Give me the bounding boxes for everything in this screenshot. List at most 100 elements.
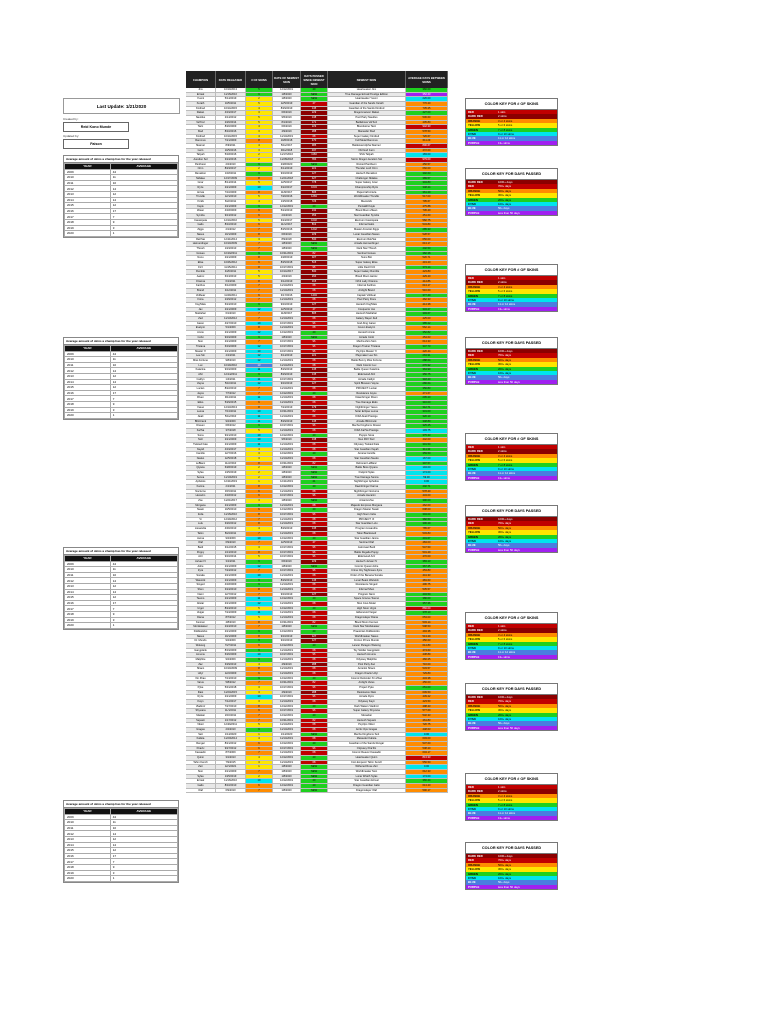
table-cell[interactable]: 11/8/2017: [273, 312, 301, 317]
table-cell[interactable]: Zed: [186, 316, 216, 322]
table-cell[interactable]: 7: [246, 569, 273, 574]
table-cell[interactable]: Kog'Maw: [186, 302, 216, 308]
table-cell[interactable]: 12/12/2019: [273, 779, 301, 785]
table-cell[interactable]: 534.80: [406, 223, 448, 229]
table-cell[interactable]: 4/18/2009: [216, 209, 246, 215]
table-cell[interactable]: 6: [246, 260, 273, 266]
table-cell[interactable]: 82: [301, 410, 328, 416]
table-cell[interactable]: K/DA Kai'Sa Prestige: [328, 429, 406, 434]
table-cell[interactable]: 7: [246, 246, 273, 252]
table-cell[interactable]: Hextech Sejuani: [328, 718, 406, 724]
table-cell[interactable]: 12: [246, 330, 273, 336]
table-cell[interactable]: 10/17/2019: [273, 340, 301, 345]
table-cell[interactable]: 8/22/2013: [216, 387, 246, 392]
table-cell[interactable]: Singed: [186, 583, 216, 588]
table-cell[interactable]: 10/10/2013: [216, 88, 246, 93]
table-cell[interactable]: 167.00: [406, 457, 448, 462]
table-cell[interactable]: 6: [246, 214, 273, 219]
table-cell[interactable]: 229: [301, 559, 328, 565]
table-cell[interactable]: 1404: [301, 293, 328, 299]
table-cell[interactable]: K/DA Akali Prestige: [328, 415, 406, 420]
table-cell[interactable]: 2/21/2009: [216, 503, 246, 509]
table-cell[interactable]: 506.60: [406, 116, 448, 121]
table-cell[interactable]: 4/18/2012: [216, 494, 246, 500]
table-cell[interactable]: 11/14/2019: [273, 700, 301, 705]
table-cell[interactable]: Mecha Zero Sion: [328, 340, 406, 345]
table-cell[interactable]: 320.10: [406, 415, 448, 420]
table-cell[interactable]: PROJECT: Vi: [328, 517, 406, 523]
table-cell[interactable]: 9/16/2019: [273, 592, 301, 598]
table-cell[interactable]: 3/12/2015: [216, 545, 246, 551]
table-cell[interactable]: Vi: [186, 517, 216, 523]
table-cell[interactable]: 2/21/2009: [216, 330, 246, 336]
table-cell[interactable]: 12: [246, 344, 273, 350]
table-cell[interactable]: 2/14/2012: [216, 116, 246, 121]
table-cell[interactable]: 353: [301, 214, 328, 219]
table-cell[interactable]: Nightbringer Aphelios: [328, 480, 406, 486]
table-cell[interactable]: 6/13/2013: [216, 274, 246, 280]
table-cell[interactable]: 578.40: [406, 489, 448, 495]
table-cell[interactable]: 830: [301, 270, 328, 275]
table-cell[interactable]: 11/24/2015: [216, 690, 246, 696]
table-cell[interactable]: Tristana: [186, 344, 216, 350]
table-cell[interactable]: 448.63: [406, 728, 448, 733]
table-cell[interactable]: 2: [246, 475, 273, 481]
table-cell[interactable]: 1/8/2020: [273, 765, 301, 771]
table-cell[interactable]: 2/21/2009: [216, 573, 246, 579]
table-cell[interactable]: 427.00: [406, 111, 448, 117]
table-cell[interactable]: 96: [301, 513, 328, 518]
table-cell[interactable]: Viktor: [186, 723, 216, 729]
table-cell[interactable]: 68: [301, 531, 328, 537]
table-cell[interactable]: 6: [246, 671, 273, 677]
table-cell[interactable]: Papercraft Anivia: [328, 190, 406, 196]
table-cell[interactable]: Star Guardian Xayah: [328, 447, 406, 453]
table-cell[interactable]: 68: [301, 134, 328, 140]
table-cell[interactable]: 68: [301, 723, 328, 729]
table-cell[interactable]: 9/8/2010: [216, 358, 246, 364]
table-cell[interactable]: Pool Party Zac: [328, 662, 406, 668]
table-cell[interactable]: 2/21/2009: [216, 340, 246, 345]
table-cell[interactable]: 6: [246, 489, 273, 495]
table-cell[interactable]: 343.27: [406, 307, 448, 313]
table-cell[interactable]: 6/28/2019: [216, 466, 246, 472]
table-cell[interactable]: 3/7/2018: [216, 429, 246, 434]
table-cell[interactable]: 7/10/2009: [216, 190, 246, 196]
table-cell[interactable]: 812: [301, 223, 328, 229]
table-cell[interactable]: Marauder Kalista: [328, 737, 406, 743]
table-cell[interactable]: 6/22/2011: [216, 200, 246, 205]
table-cell[interactable]: Soraka: [186, 573, 216, 579]
table-cell[interactable]: 1032: [301, 218, 328, 224]
table-cell[interactable]: 2/21/2009: [216, 770, 246, 775]
table-cell[interactable]: 96: [301, 424, 328, 430]
table-cell[interactable]: 7: [246, 228, 273, 233]
table-cell[interactable]: 7: [246, 788, 273, 794]
table-cell[interactable]: 357.36: [406, 601, 448, 607]
table-cell[interactable]: 11/21/2018: [273, 176, 301, 182]
table-cell[interactable]: Katarina: [186, 368, 216, 373]
table-cell[interactable]: Arcade Heimerdinger: [328, 242, 406, 247]
table-cell[interactable]: 5: [246, 102, 273, 107]
table-cell[interactable]: 484.00: [406, 541, 448, 546]
table-cell[interactable]: 68: [301, 573, 328, 579]
table-cell[interactable]: Super Galaxy Gnar: [328, 181, 406, 187]
table-cell[interactable]: 2/16/2011: [216, 714, 246, 719]
table-cell[interactable]: Graves: [186, 251, 216, 257]
table-cell[interactable]: Hextech Renekton: [328, 172, 406, 177]
table-cell[interactable]: Aurelion Sol: [186, 158, 216, 163]
table-cell[interactable]: 8/23/2017: [216, 167, 246, 173]
table-cell[interactable]: NEW: [301, 499, 328, 504]
table-cell[interactable]: 2/21/2009: [216, 186, 246, 191]
table-cell[interactable]: 171: [301, 120, 328, 126]
table-cell[interactable]: 4: [246, 106, 273, 112]
table-cell[interactable]: Star Guardian Janna: [328, 536, 406, 542]
table-cell[interactable]: 11/14/2019: [273, 358, 301, 364]
table-cell[interactable]: Praetorian Fiddlesticks: [328, 629, 406, 635]
table-cell[interactable]: Ziggs: [186, 228, 216, 233]
table-cell[interactable]: 9/16/2019: [273, 172, 301, 177]
table-cell[interactable]: 7: [246, 284, 273, 289]
table-cell[interactable]: 3: [246, 760, 273, 766]
table-cell[interactable]: 12: [246, 358, 273, 364]
table-cell[interactable]: 12/17/2009: [216, 176, 246, 182]
table-cell[interactable]: Crime City Nightmare Zyra: [328, 569, 406, 574]
table-cell[interactable]: 8: [246, 620, 273, 626]
